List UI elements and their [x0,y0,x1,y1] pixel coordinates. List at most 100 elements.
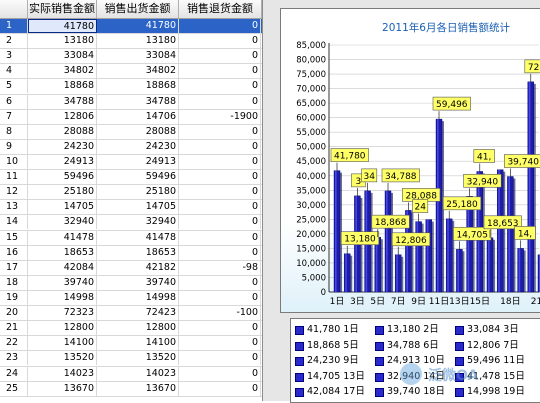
returned-amount-cell[interactable]: 0 [179,49,261,64]
actual-amount-cell[interactable]: 42084 [28,260,97,275]
table-row[interactable]: 23 13520 13520 0 [0,351,262,367]
actual-amount-cell[interactable]: 25180 [28,185,97,200]
actual-amount-cell[interactable]: 41780 [28,19,97,33]
table-row[interactable]: 18 39740 39740 0 [0,275,262,291]
shipped-amount-cell[interactable]: 24913 [97,154,179,169]
shipped-amount-cell[interactable]: 14705 [97,200,179,215]
table-row[interactable]: 5 18868 18868 0 [0,79,262,95]
row-number-cell[interactable]: 25 [0,381,28,396]
returned-amount-cell[interactable]: 0 [179,19,261,33]
shipped-amount-cell[interactable]: 18653 [97,245,179,260]
shipped-amount-cell[interactable]: 14706 [97,109,179,124]
actual-amount-cell[interactable]: 59496 [28,170,97,185]
table-row[interactable]: 15 41478 41478 0 [0,230,262,246]
returned-amount-cell[interactable]: -100 [179,306,261,321]
shipped-amount-cell[interactable]: 13180 [97,34,179,49]
actual-amount-cell[interactable]: 14100 [28,336,97,351]
returned-amount-cell[interactable]: -1900 [179,109,261,124]
actual-amount-cell[interactable]: 24230 [28,139,97,154]
sales-data-grid[interactable]: 实际销售金额 销售出货金额 销售退货金额 1 41780 41780 0 2 13180 1… [0,0,263,401]
shipped-amount-cell[interactable]: 72423 [97,306,179,321]
row-number-cell[interactable]: 12 [0,185,28,200]
actual-amount-cell[interactable]: 72323 [28,306,97,321]
table-row[interactable]: 20 72323 72423 -100 [0,306,262,322]
row-number-cell[interactable]: 8 [0,124,28,139]
returned-amount-cell[interactable]: 0 [179,336,261,351]
shipped-amount-cell[interactable]: 12800 [97,321,179,336]
actual-amount-cell[interactable]: 34788 [28,94,97,109]
row-number-cell[interactable]: 17 [0,260,28,275]
returned-amount-cell[interactable]: -98 [179,260,261,275]
row-number-cell[interactable]: 10 [0,154,28,169]
row-number-cell[interactable]: 24 [0,366,28,381]
actual-amount-cell[interactable]: 13520 [28,351,97,366]
returned-amount-cell[interactable]: 0 [179,124,261,139]
shipped-amount-cell[interactable]: 28088 [97,124,179,139]
table-row[interactable]: 7 12806 14706 -1900 [0,109,262,125]
actual-amount-cell[interactable]: 18868 [28,79,97,94]
table-row[interactable]: 22 14100 14100 0 [0,336,262,352]
table-row[interactable]: 9 24230 24230 0 [0,139,262,155]
returned-amount-cell[interactable]: 0 [179,170,261,185]
actual-amount-cell[interactable]: 33084 [28,49,97,64]
actual-amount-cell[interactable]: 32940 [28,215,97,230]
returned-amount-cell[interactable]: 0 [179,366,261,381]
actual-amount-cell[interactable]: 28088 [28,124,97,139]
table-row[interactable]: 24 14023 14023 0 [0,366,262,382]
returned-amount-cell[interactable]: 0 [179,290,261,305]
row-number-cell[interactable]: 23 [0,351,28,366]
returned-amount-cell[interactable]: 0 [179,245,261,260]
row-number-cell[interactable]: 20 [0,306,28,321]
actual-amount-cell[interactable]: 34802 [28,64,97,79]
table-row[interactable]: 14 32940 32940 0 [0,215,262,231]
returned-amount-cell[interactable]: 0 [179,381,261,396]
actual-amount-cell[interactable]: 41478 [28,230,97,245]
row-number-cell[interactable]: 3 [0,49,28,64]
actual-amount-cell[interactable]: 24913 [28,154,97,169]
row-number-cell[interactable]: 13 [0,200,28,215]
table-row[interactable]: 19 14998 14998 0 [0,290,262,307]
actual-amount-cell[interactable]: 12806 [28,109,97,124]
returned-amount-cell[interactable]: 0 [179,94,261,109]
table-row[interactable]: 16 18653 18653 0 [0,245,262,261]
shipped-amount-cell[interactable]: 13520 [97,351,179,366]
shipped-amount-cell[interactable]: 39740 [97,275,179,290]
table-row[interactable]: 4 34802 34802 0 [0,64,262,80]
returned-amount-cell[interactable]: 0 [179,215,261,230]
actual-amount-cell[interactable]: 39740 [28,275,97,290]
row-number-cell[interactable]: 7 [0,109,28,124]
row-number-cell[interactable]: 22 [0,336,28,351]
row-number-cell[interactable]: 11 [0,170,28,185]
table-row[interactable]: 12 25180 25180 0 [0,185,262,201]
table-row[interactable]: 17 42084 42182 -98 [0,260,262,276]
table-row[interactable]: 1 41780 41780 0 [0,19,262,35]
table-row[interactable]: 13 14705 14705 0 [0,200,262,216]
actual-amount-cell[interactable]: 14998 [28,290,97,305]
row-number-cell[interactable]: 16 [0,245,28,260]
table-row[interactable]: 25 13670 13670 0 [0,381,262,397]
shipped-amount-cell[interactable]: 14023 [97,366,179,381]
shipped-amount-cell[interactable]: 25180 [97,185,179,200]
row-number-cell[interactable]: 4 [0,64,28,79]
returned-amount-cell[interactable]: 0 [179,275,261,290]
row-number-cell[interactable]: 6 [0,94,28,109]
table-row[interactable]: 10 24913 24913 0 [0,154,262,171]
column-header-returned[interactable]: 销售退货金额 [179,0,262,18]
returned-amount-cell[interactable]: 0 [179,185,261,200]
returned-amount-cell[interactable]: 0 [179,139,261,154]
table-row[interactable]: 8 28088 28088 0 [0,124,262,140]
row-number-cell[interactable]: 18 [0,275,28,290]
returned-amount-cell[interactable]: 0 [179,351,261,366]
row-number-cell[interactable]: 2 [0,34,28,49]
table-row[interactable]: 11 59496 59496 0 [0,170,262,186]
actual-amount-cell[interactable]: 13180 [28,34,97,49]
returned-amount-cell[interactable]: 0 [179,64,261,79]
actual-amount-cell[interactable]: 18653 [28,245,97,260]
returned-amount-cell[interactable]: 0 [179,79,261,94]
actual-amount-cell[interactable]: 14705 [28,200,97,215]
shipped-amount-cell[interactable]: 42182 [97,260,179,275]
returned-amount-cell[interactable]: 0 [179,154,261,169]
row-number-cell[interactable]: 1 [0,19,28,33]
column-header-shipped[interactable]: 销售出货金额 [97,0,179,18]
actual-amount-cell[interactable]: 12800 [28,321,97,336]
